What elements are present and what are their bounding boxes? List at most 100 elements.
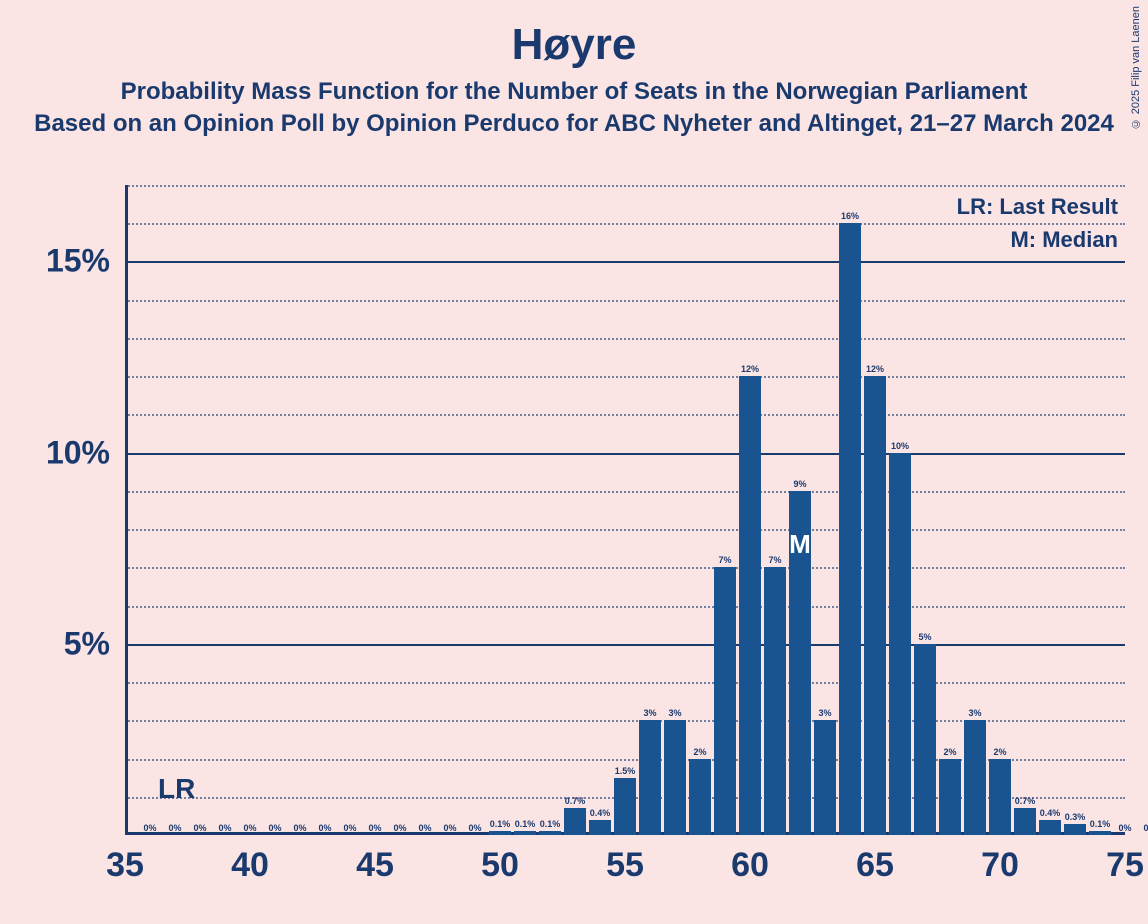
bar: 12% (739, 376, 760, 835)
gridline-minor (125, 682, 1125, 684)
gridline-minor (125, 223, 1125, 225)
gridline-major (125, 644, 1125, 646)
bar-value-label: 0.1% (1090, 819, 1111, 829)
bar-value-label: 0% (193, 823, 206, 833)
chart-container: Høyre Probability Mass Function for the … (0, 0, 1148, 924)
bar-value-label: 12% (866, 364, 884, 374)
bar-value-label: 5% (918, 632, 931, 642)
bar-value-label: 0% (418, 823, 431, 833)
gridline-minor (125, 300, 1125, 302)
y-tick-label: 5% (64, 625, 110, 662)
lr-marker: LR (158, 773, 195, 805)
bar-value-label: 0% (243, 823, 256, 833)
bar: 7% (714, 567, 735, 835)
bar: 3% (639, 720, 660, 835)
chart-subtitle-2: Based on an Opinion Poll by Opinion Perd… (0, 110, 1148, 138)
bar-value-label: 0% (143, 823, 156, 833)
gridline-minor (125, 606, 1125, 608)
median-marker: M (789, 529, 811, 560)
bar-value-label: 0% (468, 823, 481, 833)
bar-value-label: 0% (393, 823, 406, 833)
bar: 1.5% (614, 778, 635, 835)
bar: 0.1% (539, 831, 560, 835)
bar-value-label: 0% (343, 823, 356, 833)
bar-value-label: 2% (943, 747, 956, 757)
chart-subtitle-1: Probability Mass Function for the Number… (0, 78, 1148, 106)
bar: 3% (814, 720, 835, 835)
gridline-minor (125, 376, 1125, 378)
bar: 0.1% (514, 831, 535, 835)
bar: 3% (964, 720, 985, 835)
gridline-minor (125, 529, 1125, 531)
bar-value-label: 0% (1118, 823, 1131, 833)
bar-value-label: 7% (718, 555, 731, 565)
y-axis-line (125, 185, 128, 835)
bar: 0.1% (1089, 831, 1110, 835)
bar: 2% (989, 759, 1010, 835)
bar: 10% (889, 453, 910, 835)
bar-value-label: 0% (168, 823, 181, 833)
gridline-minor (125, 567, 1125, 569)
x-tick-label: 50 (481, 846, 519, 885)
bar: 5% (914, 644, 935, 835)
gridline-major (125, 453, 1125, 455)
bar-value-label: 3% (818, 708, 831, 718)
bar: 7% (764, 567, 785, 835)
gridline-minor (125, 185, 1125, 187)
bar: 0.3% (1064, 824, 1085, 835)
x-tick-label: 55 (606, 846, 644, 885)
bar-value-label: 3% (668, 708, 681, 718)
bar-value-label: 3% (643, 708, 656, 718)
gridline-minor (125, 338, 1125, 340)
bar: 16% (839, 223, 860, 835)
x-tick-label: 75 (1106, 846, 1144, 885)
x-tick-label: 60 (731, 846, 769, 885)
bar-value-label: 1.5% (615, 766, 636, 776)
copyright-text: © 2025 Filip van Laenen (1130, 6, 1142, 129)
x-tick-label: 35 (106, 846, 144, 885)
bar-value-label: 0% (443, 823, 456, 833)
bar-value-label: 10% (891, 441, 909, 451)
plot-area: 3540455055606570750%0%0%0%0%0%0%0%0%0%0%… (125, 185, 1125, 835)
bar-value-label: 2% (993, 747, 1006, 757)
bar-value-label: 0.7% (1015, 796, 1036, 806)
bar: 0.7% (564, 808, 585, 835)
bar: 0.4% (1039, 820, 1060, 835)
bar-value-label: 0% (318, 823, 331, 833)
bar: 12% (864, 376, 885, 835)
x-tick-label: 45 (356, 846, 394, 885)
gridline-minor (125, 491, 1125, 493)
bar: 2% (939, 759, 960, 835)
bar: 0.7% (1014, 808, 1035, 835)
chart-title: Høyre (0, 0, 1148, 70)
bar-value-label: 0.1% (490, 819, 511, 829)
gridline-minor (125, 414, 1125, 416)
bar-value-label: 0.1% (515, 819, 536, 829)
bar-value-label: 0.4% (590, 808, 611, 818)
bar-value-label: 0% (368, 823, 381, 833)
bar-value-label: 2% (693, 747, 706, 757)
bar: 3% (664, 720, 685, 835)
bar-value-label: 0.1% (540, 819, 561, 829)
bar: 2% (689, 759, 710, 835)
bar-value-label: 0% (293, 823, 306, 833)
bar-value-label: 0.7% (565, 796, 586, 806)
x-tick-label: 40 (231, 846, 269, 885)
bar-value-label: 12% (741, 364, 759, 374)
bar-value-label: 7% (768, 555, 781, 565)
bar-value-label: 16% (841, 211, 859, 221)
bar-value-label: 0% (268, 823, 281, 833)
bar: 0.4% (589, 820, 610, 835)
bar-value-label: 0% (218, 823, 231, 833)
x-tick-label: 70 (981, 846, 1019, 885)
y-tick-label: 10% (46, 434, 110, 471)
gridline-major (125, 261, 1125, 263)
bar-value-label: 0.3% (1065, 812, 1086, 822)
x-tick-label: 65 (856, 846, 894, 885)
bar-value-label: 3% (968, 708, 981, 718)
bar-value-label: 9% (793, 479, 806, 489)
bar-value-label: 0% (1143, 823, 1148, 833)
bar-value-label: 0.4% (1040, 808, 1061, 818)
bar: 0.1% (489, 831, 510, 835)
y-tick-label: 15% (46, 243, 110, 280)
